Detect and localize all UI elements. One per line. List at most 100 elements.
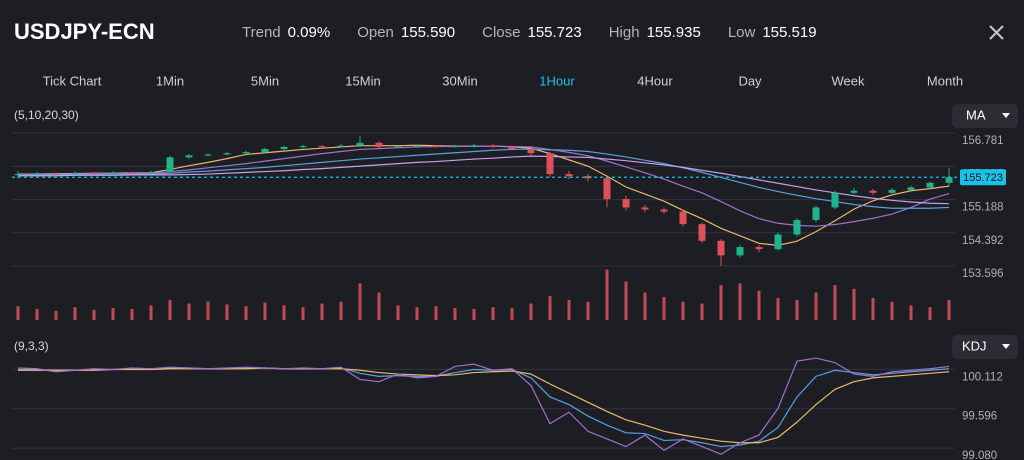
stat-label: Trend (242, 24, 281, 41)
stat-label: Open (357, 24, 394, 41)
volume-bar (662, 297, 666, 320)
candle-body (337, 145, 345, 147)
last-price-label: 155.723 (963, 172, 1003, 184)
candle-body (546, 153, 554, 175)
candle-body (147, 171, 155, 173)
volume-bar (510, 308, 514, 320)
volume-bar (605, 269, 609, 320)
candle-body (394, 146, 402, 148)
candle-body (926, 182, 934, 188)
volume-bar (852, 288, 856, 320)
timeframe-tab[interactable]: 1Hour (539, 73, 575, 88)
stat-label: Close (482, 24, 520, 41)
candle-body (451, 146, 459, 148)
kdj-params: (9,3,3) (14, 339, 49, 353)
volume-bar (320, 303, 324, 320)
volume-bar (301, 307, 305, 320)
candle-body (242, 151, 250, 154)
candle-body (128, 172, 136, 174)
candle-body (489, 145, 497, 147)
candle-body (470, 145, 478, 147)
stat-value: 155.723 (527, 24, 581, 41)
y-tick-label: 153.596 (962, 268, 1004, 280)
ma-menu-label: MA (966, 107, 986, 122)
volume-bar (130, 309, 134, 320)
volume-bar (567, 299, 571, 320)
candle-body (850, 190, 858, 193)
volume-bar (92, 309, 96, 320)
candle-body (261, 149, 269, 152)
volume-bar (206, 301, 210, 320)
candle-body (527, 149, 535, 154)
timeframe-tab[interactable]: 15Min (345, 73, 380, 88)
timeframe-tab[interactable]: Tick Chart (43, 73, 102, 88)
volume-bar (244, 306, 248, 320)
volume-bar (700, 303, 704, 320)
volume-bar (681, 301, 685, 320)
candle-body (375, 142, 383, 147)
timeframe-tab[interactable]: 5Min (251, 73, 279, 88)
kdj-menu[interactable]: KDJ (952, 335, 1018, 359)
volume-bar (339, 301, 343, 320)
volume-bar (396, 305, 400, 320)
ma-params: (5,10,20,30) (14, 108, 79, 122)
last-price-box (960, 169, 1006, 186)
volume-bar (909, 305, 913, 320)
volume-bar (491, 307, 495, 320)
volume-bar (833, 285, 837, 320)
candle-body (793, 219, 801, 235)
candle-body (831, 192, 839, 208)
timeframe-tab[interactable]: Day (738, 73, 762, 88)
candle-body (432, 145, 440, 147)
candle-body (185, 155, 193, 158)
candle-body (565, 174, 573, 177)
indicator-line (18, 367, 950, 444)
candle-body (299, 146, 307, 148)
close-button[interactable] (989, 25, 1004, 40)
y-tick-label: 99.596 (962, 411, 997, 423)
volume-bar (890, 301, 894, 320)
candle-body (223, 153, 231, 155)
stat-value: 155.519 (762, 24, 816, 41)
volume-bar (776, 298, 780, 320)
y-tick-label: 100.112 (962, 371, 1003, 383)
volume-bar (719, 285, 723, 320)
volume-bar (624, 281, 628, 320)
volume-bar (16, 306, 20, 320)
volume-bar (548, 296, 552, 320)
timeframe-tab[interactable]: 4Hour (637, 73, 673, 88)
timeframe-tab[interactable]: Week (832, 73, 865, 88)
candle-body (356, 142, 364, 146)
volume-bar (434, 306, 438, 320)
y-tick-label: 99.080 (962, 450, 997, 460)
candle-body (71, 172, 79, 174)
stat-value: 155.590 (401, 24, 455, 41)
timeframe-tab[interactable]: 1Min (156, 73, 184, 88)
candle-body (622, 199, 630, 208)
indicator-line (17, 357, 950, 455)
candle-body (33, 173, 41, 175)
indicator-line (18, 148, 950, 209)
ma-menu[interactable]: MA (952, 104, 1018, 128)
candle-body (774, 234, 782, 250)
candle-body (109, 172, 117, 174)
volume-bar (472, 309, 476, 320)
volume-bar (453, 308, 457, 320)
stat-label: High (609, 24, 640, 41)
volume-bar (738, 283, 742, 320)
timeframe-tab[interactable]: 30Min (442, 73, 477, 88)
candle-body (945, 177, 953, 183)
volume-bar (35, 309, 39, 320)
volume-bar (225, 304, 229, 320)
kdj-menu-label: KDJ (962, 338, 987, 353)
volume-bar (947, 299, 951, 320)
candle-body (413, 145, 421, 147)
candle-body (204, 154, 212, 156)
y-tick-label: 155.188 (962, 202, 1004, 214)
y-tick-label: 156.781 (962, 135, 1004, 147)
volume-bar (73, 307, 77, 320)
volume-bar (149, 305, 153, 320)
timeframe-tab[interactable]: Month (927, 73, 963, 88)
volume-bar (377, 292, 381, 320)
